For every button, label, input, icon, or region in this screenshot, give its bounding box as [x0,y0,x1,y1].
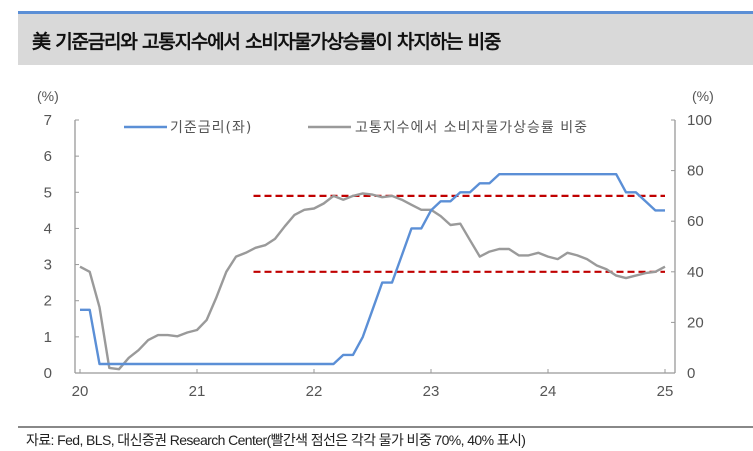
legend-label-share: 고통지수에서 소비자물가상승률 비중 [355,120,588,136]
legend-label-rate: 기준금리(좌) [170,120,252,136]
left-axis-unit: (%) [37,88,59,104]
left-tick-label: 2 [44,293,52,310]
left-tick-label: 4 [44,220,52,237]
reference-lines [253,194,665,273]
right-axis: 0 20 40 60 80 100 [671,112,712,382]
title-bar: 美 기준금리와 고통지수에서 소비자물가상승률이 차지하는 비중 [18,11,753,65]
x-tick-label: 21 [189,383,206,400]
right-axis-unit: (%) [692,88,714,104]
left-tick-label: 5 [44,184,52,201]
right-tick-label: 0 [687,365,695,382]
x-tick-label: 23 [423,383,440,400]
left-tick-label: 6 [44,148,52,165]
source-note: 자료: Fed, BLS, 대신증권 Research Center(빨간색 점… [26,432,526,448]
series-line-share [79,192,666,371]
left-tick-label: 1 [44,329,52,346]
legend-item-rate: 기준금리(좌) [124,120,252,136]
legend: 기준금리(좌) 고통지수에서 소비자물가상승률 비중 [124,120,588,136]
x-tick-label: 25 [657,383,674,400]
left-tick-label: 0 [44,365,52,382]
right-tick-label: 100 [687,112,712,129]
right-tick-label: 20 [687,314,704,331]
chart-title: 美 기준금리와 고통지수에서 소비자물가상승률이 차지하는 비중 [32,31,501,53]
right-tick-label: 40 [687,264,704,281]
series-line-rate [80,173,665,366]
x-axis: 20 21 22 23 24 25 [72,369,675,400]
footer-divider [18,426,753,428]
right-tick-label: 80 [687,163,704,180]
right-tick-label: 60 [687,213,704,230]
legend-item-share: 고통지수에서 소비자물가상승률 비중 [308,120,588,136]
x-tick-label: 22 [306,383,323,400]
left-axis: 0 1 2 3 4 5 6 7 [44,112,79,382]
left-tick-label: 7 [44,112,52,129]
x-tick-label: 24 [540,383,557,400]
x-tick-label: 20 [72,383,89,400]
left-tick-label: 3 [44,257,52,274]
